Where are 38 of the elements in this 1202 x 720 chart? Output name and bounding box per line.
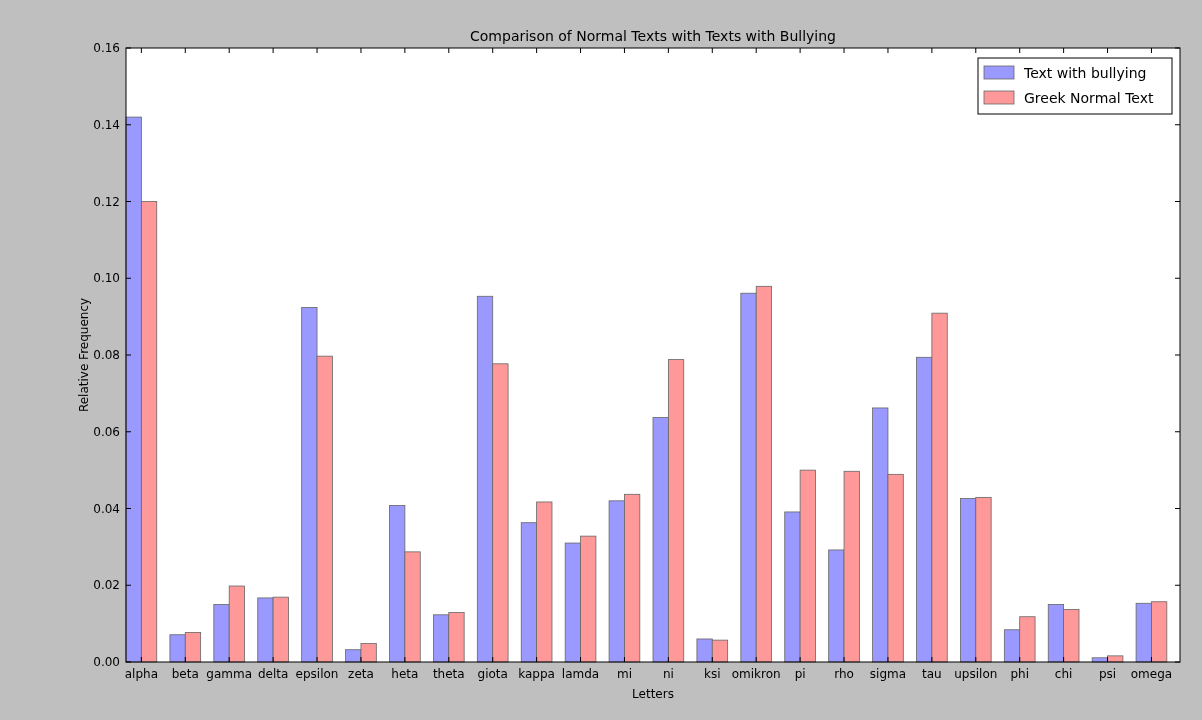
x-tick-label: psi xyxy=(1098,667,1117,681)
y-tick-label: 0.08 xyxy=(93,348,120,363)
x-tick-label: chi xyxy=(1054,667,1073,681)
x-tick-label: omega xyxy=(1130,667,1173,681)
y-tick-label: 0.06 xyxy=(93,424,120,439)
x-tick-label: beta xyxy=(171,667,199,681)
x-tick-label: epsilon xyxy=(295,667,339,681)
x-tick-label: giota xyxy=(477,667,508,681)
x-tick-label: sigma xyxy=(869,667,907,681)
x-tick-label: alpha xyxy=(124,667,158,681)
x-tick-label: heta xyxy=(391,667,419,681)
x-tick-label: delta xyxy=(257,667,289,681)
y-tick-label: 0.12 xyxy=(93,194,120,209)
x-tick-label: mi xyxy=(616,667,632,681)
legend-label: Greek Normal Text xyxy=(1024,89,1155,106)
y-tick-label: 0.14 xyxy=(93,117,120,132)
x-tick-label: upsilon xyxy=(954,667,998,681)
x-tick-label: pi xyxy=(794,667,806,681)
x-tick-label: zeta xyxy=(348,667,374,681)
y-axis-title: Relative Frequency xyxy=(77,297,91,413)
chart-title: Comparison of Normal Texts with Texts with Bullying xyxy=(470,28,836,44)
x-tick-label: lamda xyxy=(561,667,600,681)
x-tick-label: theta xyxy=(432,667,465,681)
x-axis-title: Letters xyxy=(632,687,674,701)
x-tick-label: rho xyxy=(834,667,854,681)
y-tick-label: 0.02 xyxy=(93,578,120,593)
y-tick-label: 0.04 xyxy=(93,501,120,516)
x-tick-label: tau xyxy=(922,667,942,681)
x-tick-label: gamma xyxy=(206,667,253,681)
x-tick-label: ksi xyxy=(704,667,721,681)
legend-label: Text with bullying xyxy=(1023,64,1147,81)
x-tick-label: phi xyxy=(1010,667,1029,681)
x-tick-label: kappa xyxy=(518,667,555,681)
y-tick-label: 0.00 xyxy=(93,655,120,670)
y-tick-label: 0.10 xyxy=(93,271,120,286)
x-tick-label: omikron xyxy=(731,667,781,681)
y-tick-label: 0.16 xyxy=(93,41,120,56)
x-tick-label: ni xyxy=(662,667,674,681)
